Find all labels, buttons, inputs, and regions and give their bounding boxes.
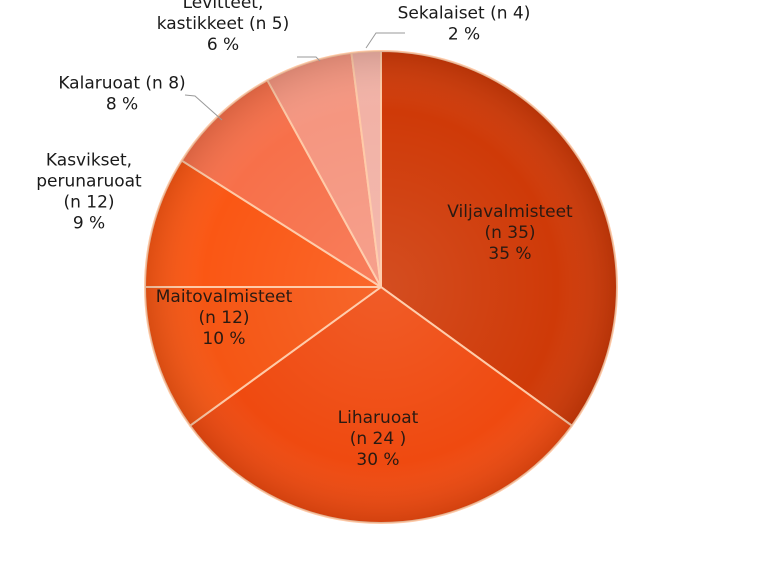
slice-label-line: (n 12) — [63, 193, 114, 213]
slice-label-line: 8 % — [106, 95, 138, 115]
slice-label-line: 10 % — [202, 329, 245, 349]
slice-label-line: Kalaruoat (n 8) — [58, 74, 185, 94]
slice-label-line: perunaruoat — [36, 172, 142, 192]
slice-label-line: 30 % — [356, 450, 399, 470]
slice-label-line: Maitovalmisteet — [156, 287, 293, 307]
slice-label-6: Levitteet, kastikkeet (n 5) 6 % — [157, 0, 290, 55]
slice-label-5: Kalaruoat (n 8) 8 % — [58, 74, 185, 115]
slice-label-line: (n 24 ) — [350, 429, 406, 449]
slice-label-line: Sekalaiset (n 4) — [398, 4, 531, 24]
slice-label-line: Liharuoat — [338, 408, 419, 428]
leader-line-6 — [297, 56, 321, 62]
leader-line-7 — [365, 32, 405, 49]
slice-label-2: Liharuoat (n 24 ) 30 % — [338, 408, 419, 470]
slice-label-line: kastikkeet (n 5) — [157, 14, 290, 34]
slice-label-4: Kasvikset, perunaruoat (n 12) 9 % — [36, 151, 142, 234]
slice-label-line: (n 12) — [198, 308, 249, 328]
leader-lines — [184, 32, 405, 121]
slice-label-3: Maitovalmisteet (n 12) 10 % — [156, 287, 293, 349]
slice-label-line: 2 % — [448, 25, 480, 45]
slice-label-line: Kasvikset, — [46, 151, 132, 171]
slice-label-7: Sekalaiset (n 4) 2 % — [398, 4, 531, 45]
slice-label-line: Viljavalmisteet — [447, 202, 573, 222]
slice-label-1: Viljavalmisteet (n 35) 35 % — [447, 202, 573, 264]
slice-label-line: 6 % — [207, 35, 239, 55]
slice-label-line: 35 % — [488, 244, 531, 264]
leader-line-5 — [184, 94, 223, 121]
slice-labels: Viljavalmisteet (n 35) 35 % Liharuoat (n 24 … — [36, 0, 573, 470]
slice-label-line: 9 % — [73, 214, 105, 234]
slice-label-line: (n 35) — [484, 223, 535, 243]
slice-label-line: Levitteet, — [183, 0, 264, 13]
